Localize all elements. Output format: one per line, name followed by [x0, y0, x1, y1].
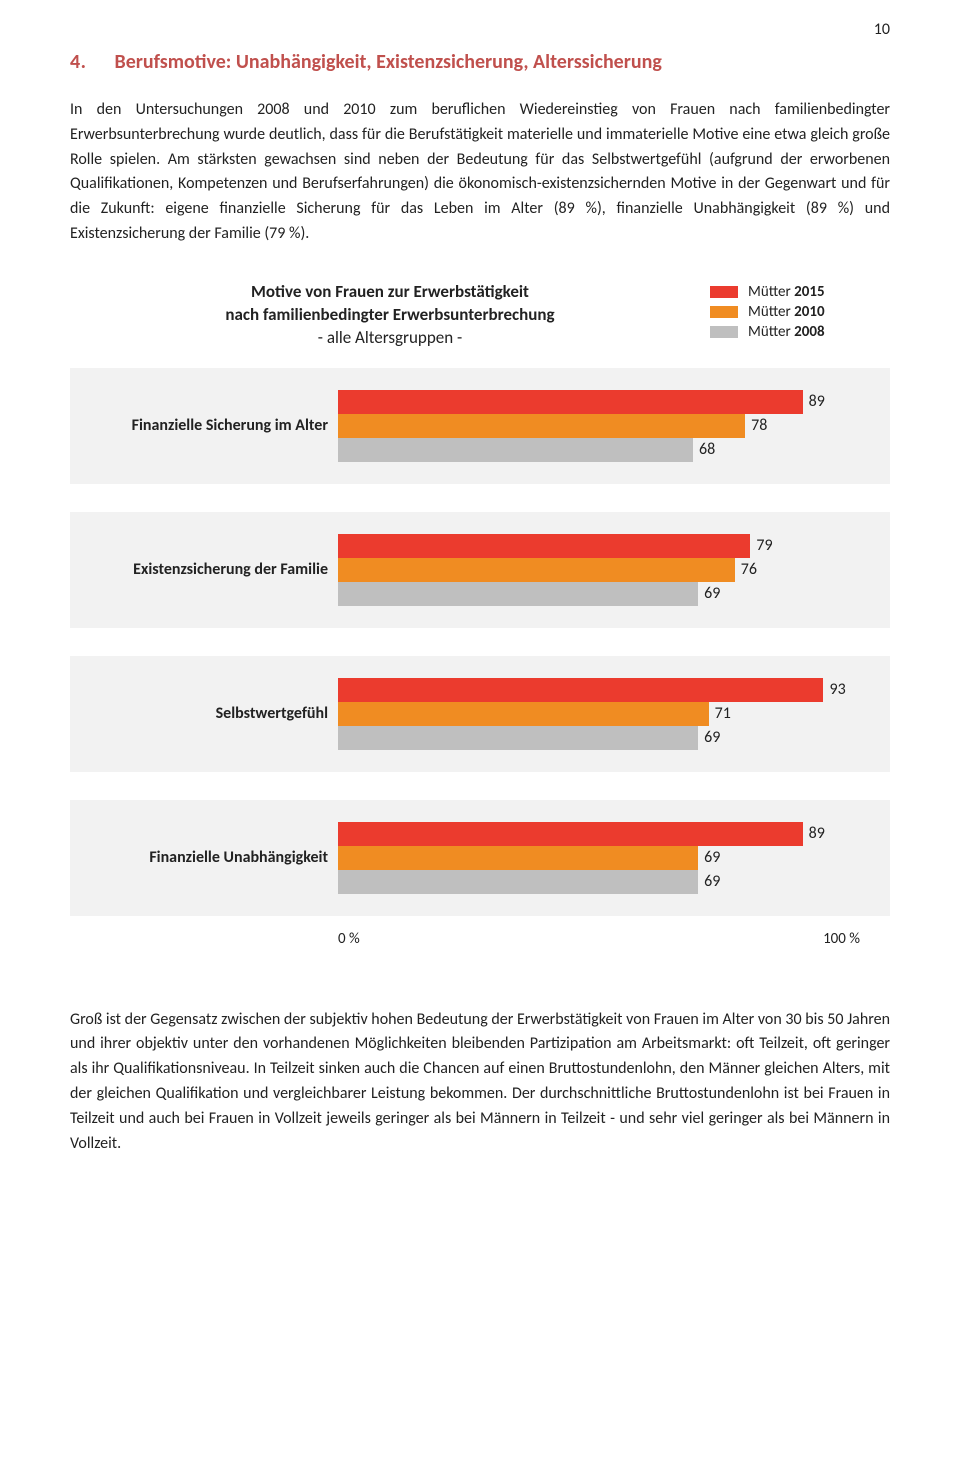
legend-label: Mütter 2010 [748, 303, 825, 321]
chart-category-group: Finanzielle Sicherung im Alter 89 78 68 [70, 368, 890, 484]
bar-row: 89 [338, 822, 860, 846]
motives-chart: Motive von Frauen zur Erwerbstätigkeit n… [70, 281, 890, 948]
bar [338, 558, 735, 582]
chart-title-line1: Motive von Frauen zur Erwerbstätigkeit [251, 281, 529, 302]
x-axis-max: 100 % [823, 930, 860, 948]
chart-legend: Mütter 2015 Mütter 2010 Mütter 2008 [710, 281, 890, 343]
legend-item: Mütter 2010 [710, 303, 890, 321]
bar-row: 89 [338, 390, 860, 414]
legend-item: Mütter 2015 [710, 283, 890, 301]
bar-stack: 79 76 69 [338, 534, 890, 606]
bar [338, 702, 709, 726]
bar [338, 438, 693, 462]
bar-value-label: 69 [698, 728, 720, 747]
bar-row: 69 [338, 846, 860, 870]
bar-row: 93 [338, 678, 860, 702]
x-axis-min: 0 % [338, 930, 360, 948]
chart-plot-area: Finanzielle Sicherung im Alter 89 78 68 Exis… [70, 358, 890, 916]
category-label: Finanzielle Sicherung im Alter [70, 390, 338, 462]
bar [338, 846, 698, 870]
bar-value-label: 78 [745, 416, 767, 435]
legend-swatch [710, 306, 738, 318]
bar-value-label: 89 [803, 392, 825, 411]
closing-paragraph: Groß ist der Gegensatz zwischen der subj… [70, 1008, 890, 1157]
chart-title-line3: - alle Altersgruppen - [318, 327, 462, 348]
bar-value-label: 69 [698, 848, 720, 867]
category-label: Finanzielle Unabhängigkeit [70, 822, 338, 894]
chart-title-line2: nach familienbedingter Erwerbsunterbrech… [225, 304, 554, 325]
bar-value-label: 93 [823, 680, 845, 699]
bar [338, 726, 698, 750]
bar-row: 69 [338, 870, 860, 894]
bar-row: 69 [338, 726, 860, 750]
bar [338, 390, 803, 414]
category-label: Selbstwertgefühl [70, 678, 338, 750]
bar [338, 414, 745, 438]
chart-category-group: Existenzsicherung der Familie 79 76 69 [70, 512, 890, 628]
bar-stack: 89 78 68 [338, 390, 890, 462]
bar-value-label: 68 [693, 440, 715, 459]
chart-category-group: Finanzielle Unabhängigkeit 89 69 69 [70, 800, 890, 916]
legend-swatch [710, 286, 738, 298]
bar-row: 78 [338, 414, 860, 438]
legend-swatch [710, 326, 738, 338]
bar-row: 71 [338, 702, 860, 726]
chart-title: Motive von Frauen zur Erwerbstätigkeit n… [70, 281, 710, 350]
bar [338, 582, 698, 606]
intro-paragraph: In den Untersuchungen 2008 und 2010 zum … [70, 98, 890, 247]
chart-header: Motive von Frauen zur Erwerbstätigkeit n… [70, 281, 890, 358]
bar-stack: 89 69 69 [338, 822, 890, 894]
section-title: Berufsmotive: Unabhängigkeit, Existenzsi… [114, 50, 661, 74]
bar-value-label: 79 [750, 536, 772, 555]
bar-value-label: 71 [709, 704, 731, 723]
bar-row: 79 [338, 534, 860, 558]
category-label: Existenzsicherung der Familie [70, 534, 338, 606]
legend-label: Mütter 2008 [748, 323, 825, 341]
page: 10 4. Berufsmotive: Unabhängigkeit, Exis… [0, 0, 960, 1216]
bar [338, 822, 803, 846]
section-heading: 4. Berufsmotive: Unabhängigkeit, Existen… [70, 50, 890, 74]
bar-row: 69 [338, 582, 860, 606]
section-number: 4. [70, 50, 86, 74]
bar-row: 76 [338, 558, 860, 582]
chart-category-group: Selbstwertgefühl 93 71 69 [70, 656, 890, 772]
bar-value-label: 69 [698, 584, 720, 603]
chart-x-axis: 0 % 100 % [70, 926, 890, 948]
legend-label: Mütter 2015 [748, 283, 825, 301]
bar-value-label: 89 [803, 824, 825, 843]
page-number: 10 [874, 20, 890, 39]
bar-value-label: 69 [698, 872, 720, 891]
legend-item: Mütter 2008 [710, 323, 890, 341]
bar-value-label: 76 [735, 560, 757, 579]
bar [338, 534, 750, 558]
bar-stack: 93 71 69 [338, 678, 890, 750]
bar-row: 68 [338, 438, 860, 462]
bar [338, 678, 823, 702]
bar [338, 870, 698, 894]
